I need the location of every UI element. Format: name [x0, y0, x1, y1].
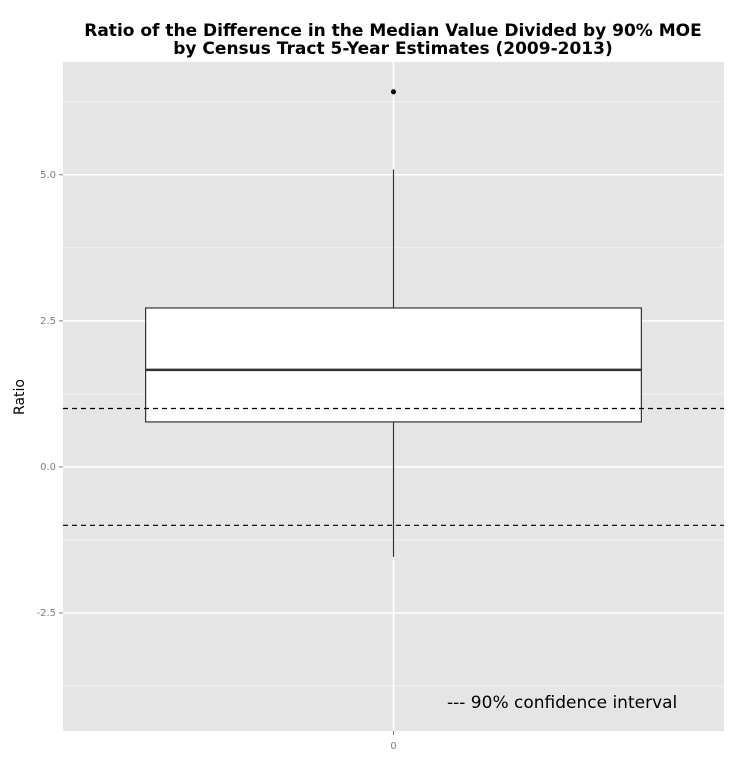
chart-title: by Census Tract 5-Year Estimates (2009-2… [173, 39, 612, 59]
y-tick-label: 0.0 [40, 462, 56, 473]
y-tick-label: 2.5 [40, 316, 56, 327]
box [145, 307, 642, 423]
y-tick-label: -2.5 [36, 608, 56, 619]
chart-title: Ratio of the Difference in the Median Va… [84, 21, 702, 41]
y-axis-label: Ratio [12, 379, 28, 415]
y-tick-label: 5.0 [40, 170, 56, 181]
x-tick-label: 0 [390, 741, 396, 752]
annotation: --- 90% confidence interval [447, 693, 677, 713]
outlier [391, 89, 396, 95]
